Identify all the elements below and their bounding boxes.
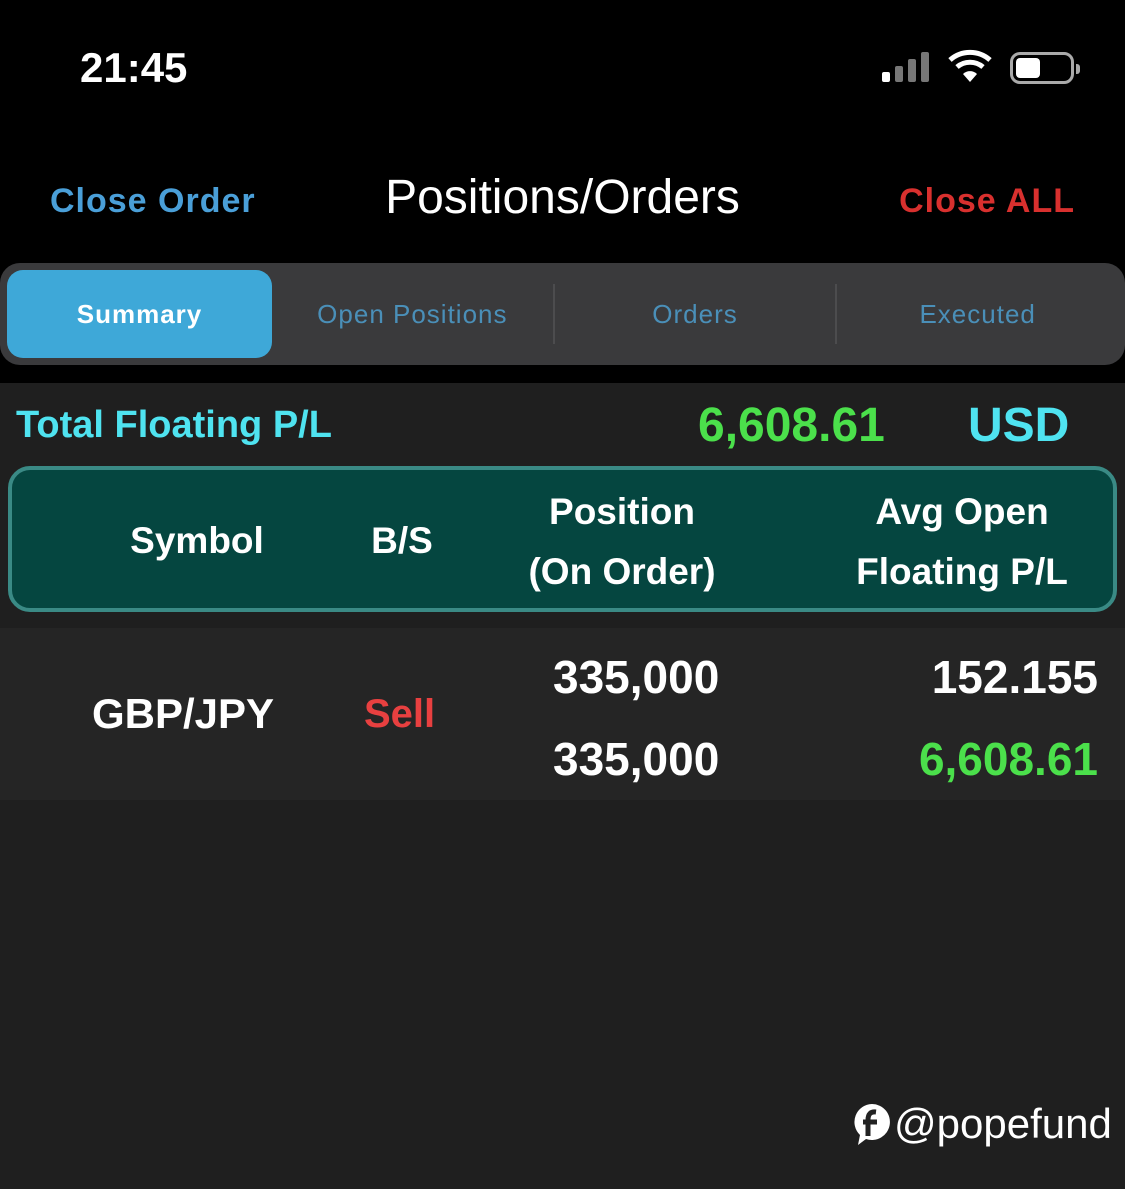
watermark: @popefund — [852, 1100, 1112, 1148]
tab-divider — [552, 284, 555, 344]
position-cell: 335,000 — [553, 651, 720, 703]
tab-divider — [835, 284, 838, 344]
header-position: Position — [549, 491, 695, 532]
header-on-order: (On Order) — [528, 551, 716, 592]
header-bs: B/S — [371, 520, 433, 561]
symbol-cell: GBP/JPY — [92, 690, 275, 737]
table-header: Symbol B/S Position (On Order) Avg Open … — [8, 466, 1117, 612]
page-title: Positions/Orders — [385, 171, 740, 224]
popefund-logo-icon — [854, 1104, 890, 1145]
total-floating-pl-label: Total Floating P/L — [16, 404, 332, 446]
header-avg-open: Avg Open — [875, 491, 1049, 532]
close-order-button[interactable]: Close Order — [50, 182, 256, 220]
table-row[interactable]: GBP/JPY Sell 335,000 335,000 152.155 6,6… — [0, 628, 1125, 800]
total-floating-pl-value: 6,608.61 — [698, 399, 885, 452]
tab-summary[interactable]: Summary — [7, 270, 272, 358]
wifi-icon — [948, 49, 992, 82]
close-all-button[interactable]: Close ALL — [899, 182, 1075, 220]
battery-icon — [1010, 52, 1080, 84]
tab-orders[interactable]: Orders — [652, 298, 738, 329]
tab-executed[interactable]: Executed — [919, 298, 1036, 329]
avg-open-cell: 152.155 — [931, 651, 1098, 703]
tab-open-positions[interactable]: Open Positions — [317, 298, 508, 329]
on-order-cell: 335,000 — [553, 733, 720, 785]
header-symbol: Symbol — [130, 520, 264, 561]
currency-label: USD — [968, 399, 1070, 452]
header-floating-pl: Floating P/L — [856, 551, 1068, 592]
side-cell: Sell — [364, 692, 436, 736]
status-time: 21:45 — [80, 44, 188, 91]
cellular-signal-icon — [882, 52, 929, 82]
segmented-tabs: Summary Open Positions Orders Executed — [0, 263, 1125, 365]
floating-pl-cell: 6,608.61 — [918, 733, 1098, 785]
watermark-text: @popefund — [894, 1100, 1112, 1147]
